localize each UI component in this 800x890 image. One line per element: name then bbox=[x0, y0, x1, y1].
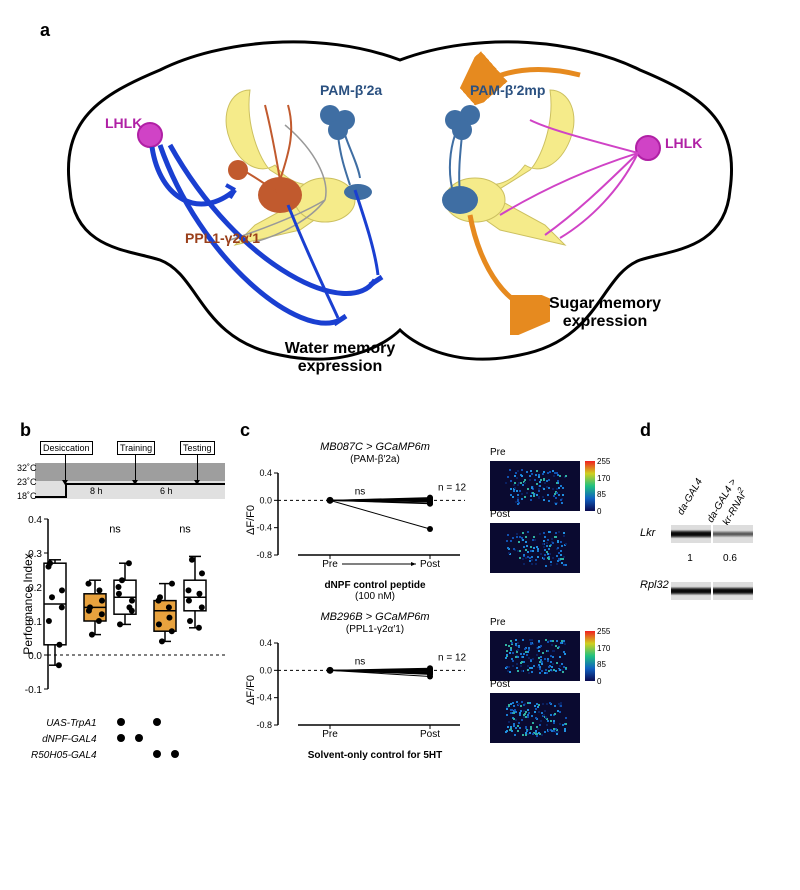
pam-b2mp-neuron bbox=[442, 105, 480, 214]
pam-b2mp-label: PAM-β′2mp bbox=[470, 82, 545, 98]
temp-32: 32˚C bbox=[17, 463, 37, 473]
lhlk-left-label: LHLK bbox=[105, 115, 142, 131]
svg-text:ns: ns bbox=[355, 656, 366, 667]
svg-text:-0.8: -0.8 bbox=[256, 720, 272, 730]
c1-xlabel: dNPF control peptide bbox=[324, 580, 425, 591]
panel-b: b 32˚C 23˚C 18˚C Desiccation Training Te… bbox=[20, 420, 240, 781]
panel-c-sub1: MB087C > GCaMP6m (PAM-β′2a) -0.8 -0.4 0.0 0… bbox=[240, 441, 640, 601]
panel-c: c MB087C > GCaMP6m (PAM-β′2a) -0.8 -0.4 0.… bbox=[240, 420, 640, 781]
svg-text:Post: Post bbox=[420, 729, 440, 740]
panel-b-ylabel: Performance Index bbox=[21, 553, 35, 654]
svg-text:0.0: 0.0 bbox=[259, 495, 272, 505]
c1-xlabel2: (100 nM) bbox=[355, 591, 395, 602]
gel-lkr-2 bbox=[713, 525, 753, 543]
timeline: 32˚C 23˚C 18˚C Desiccation Training Test… bbox=[35, 441, 225, 501]
lane1-label: da-GAL4 bbox=[675, 477, 705, 517]
c2-lineplot: -0.8 -0.4 0.0 0.4 ΔF/F0 Pre Post ns n = 12 bbox=[240, 635, 480, 745]
panel-b-boxplot: -0.10.00.10.20.30.4 Performance Index ns… bbox=[20, 509, 235, 709]
c2-pre-label: Pre bbox=[490, 617, 506, 628]
step-testing: Testing bbox=[180, 441, 215, 455]
quant-1: 1 bbox=[670, 553, 710, 564]
svg-text:ns: ns bbox=[179, 524, 191, 536]
svg-text:Post: Post bbox=[420, 559, 440, 570]
svg-text:n = 12: n = 12 bbox=[438, 482, 467, 493]
panel-d: d da-GAL4 da-GAL4 > Lkr-RNAi2 Lkr 10.6 R… bbox=[640, 420, 780, 781]
c2-post-image bbox=[490, 693, 580, 743]
lhlk-right-label: LHLK bbox=[665, 135, 702, 151]
c2-title2: (PPL1-γ2α′1) bbox=[346, 624, 404, 635]
water-memory-label: Water memory expression bbox=[260, 340, 420, 376]
svg-text:0.4: 0.4 bbox=[259, 468, 272, 478]
sugar-memory-label: Sugar memory expression bbox=[530, 295, 680, 331]
panel-b-label: b bbox=[20, 420, 240, 441]
c2-pre-image bbox=[490, 631, 580, 681]
c2-xlabel: Solvent-only control for 5HT bbox=[308, 750, 442, 761]
c2-post-label: Post bbox=[490, 679, 510, 690]
gel-rpl-1 bbox=[671, 582, 711, 600]
svg-text:Pre: Pre bbox=[322, 729, 338, 740]
row-rpl32: Rpl32 bbox=[640, 579, 669, 591]
panel-a-label: a bbox=[40, 20, 50, 41]
step-desiccation: Desiccation bbox=[40, 441, 93, 455]
c1-title1: MB087C > GCaMP6m bbox=[320, 441, 430, 453]
c2-title1: MB296B > GCaMP6m bbox=[320, 611, 429, 623]
c1-pre-image bbox=[490, 461, 580, 511]
c1-post-image bbox=[490, 523, 580, 573]
svg-text:ns: ns bbox=[355, 486, 366, 497]
gel-lkr-1 bbox=[671, 525, 711, 543]
hours-6: 6 h bbox=[160, 486, 173, 496]
temp-23: 23˚C bbox=[17, 477, 37, 487]
panel-a: a bbox=[20, 20, 780, 410]
svg-text:-0.4: -0.4 bbox=[256, 693, 272, 703]
pam-b2a-label: PAM-β′2a bbox=[320, 82, 382, 98]
gel-rpl-2 bbox=[713, 582, 753, 600]
panel-c-label: c bbox=[240, 420, 640, 441]
svg-text:-0.8: -0.8 bbox=[256, 550, 272, 560]
c1-lineplot: -0.8 -0.4 0.0 0.4 ΔF/F0 Pre Post ns n = 12 bbox=[240, 465, 480, 575]
c1-pre-label: Pre bbox=[490, 447, 506, 458]
svg-text:-0.4: -0.4 bbox=[256, 523, 272, 533]
row-lkr: Lkr bbox=[640, 527, 655, 539]
svg-text:n = 12: n = 12 bbox=[438, 652, 467, 663]
svg-text:0.4: 0.4 bbox=[259, 638, 272, 648]
svg-text:ΔF/F0: ΔF/F0 bbox=[245, 505, 257, 535]
panel-d-label: d bbox=[640, 420, 780, 441]
svg-text:0.4: 0.4 bbox=[28, 515, 42, 526]
quant-2: 0.6 bbox=[710, 553, 750, 564]
ppl1-label: PPL1-γ2α′1 bbox=[185, 230, 260, 246]
c1-post-label: Post bbox=[490, 509, 510, 520]
svg-text:ΔF/F0: ΔF/F0 bbox=[245, 675, 257, 705]
hours-8: 8 h bbox=[90, 486, 103, 496]
panel-c-sub2: MB296B > GCaMP6m (PPL1-γ2α′1) -0.8 -0.4 0.… bbox=[240, 611, 640, 771]
svg-text:-0.1: -0.1 bbox=[25, 685, 43, 696]
svg-text:0.0: 0.0 bbox=[259, 665, 272, 675]
svg-text:Pre: Pre bbox=[322, 559, 338, 570]
genotype-table: UAS-TrpA1dNPF-GAL4R50H05-GAL4 bbox=[25, 714, 185, 764]
temp-18: 18˚C bbox=[17, 491, 37, 501]
svg-text:ns: ns bbox=[109, 524, 121, 536]
step-training: Training bbox=[117, 441, 155, 455]
c1-title2: (PAM-β′2a) bbox=[350, 454, 400, 465]
